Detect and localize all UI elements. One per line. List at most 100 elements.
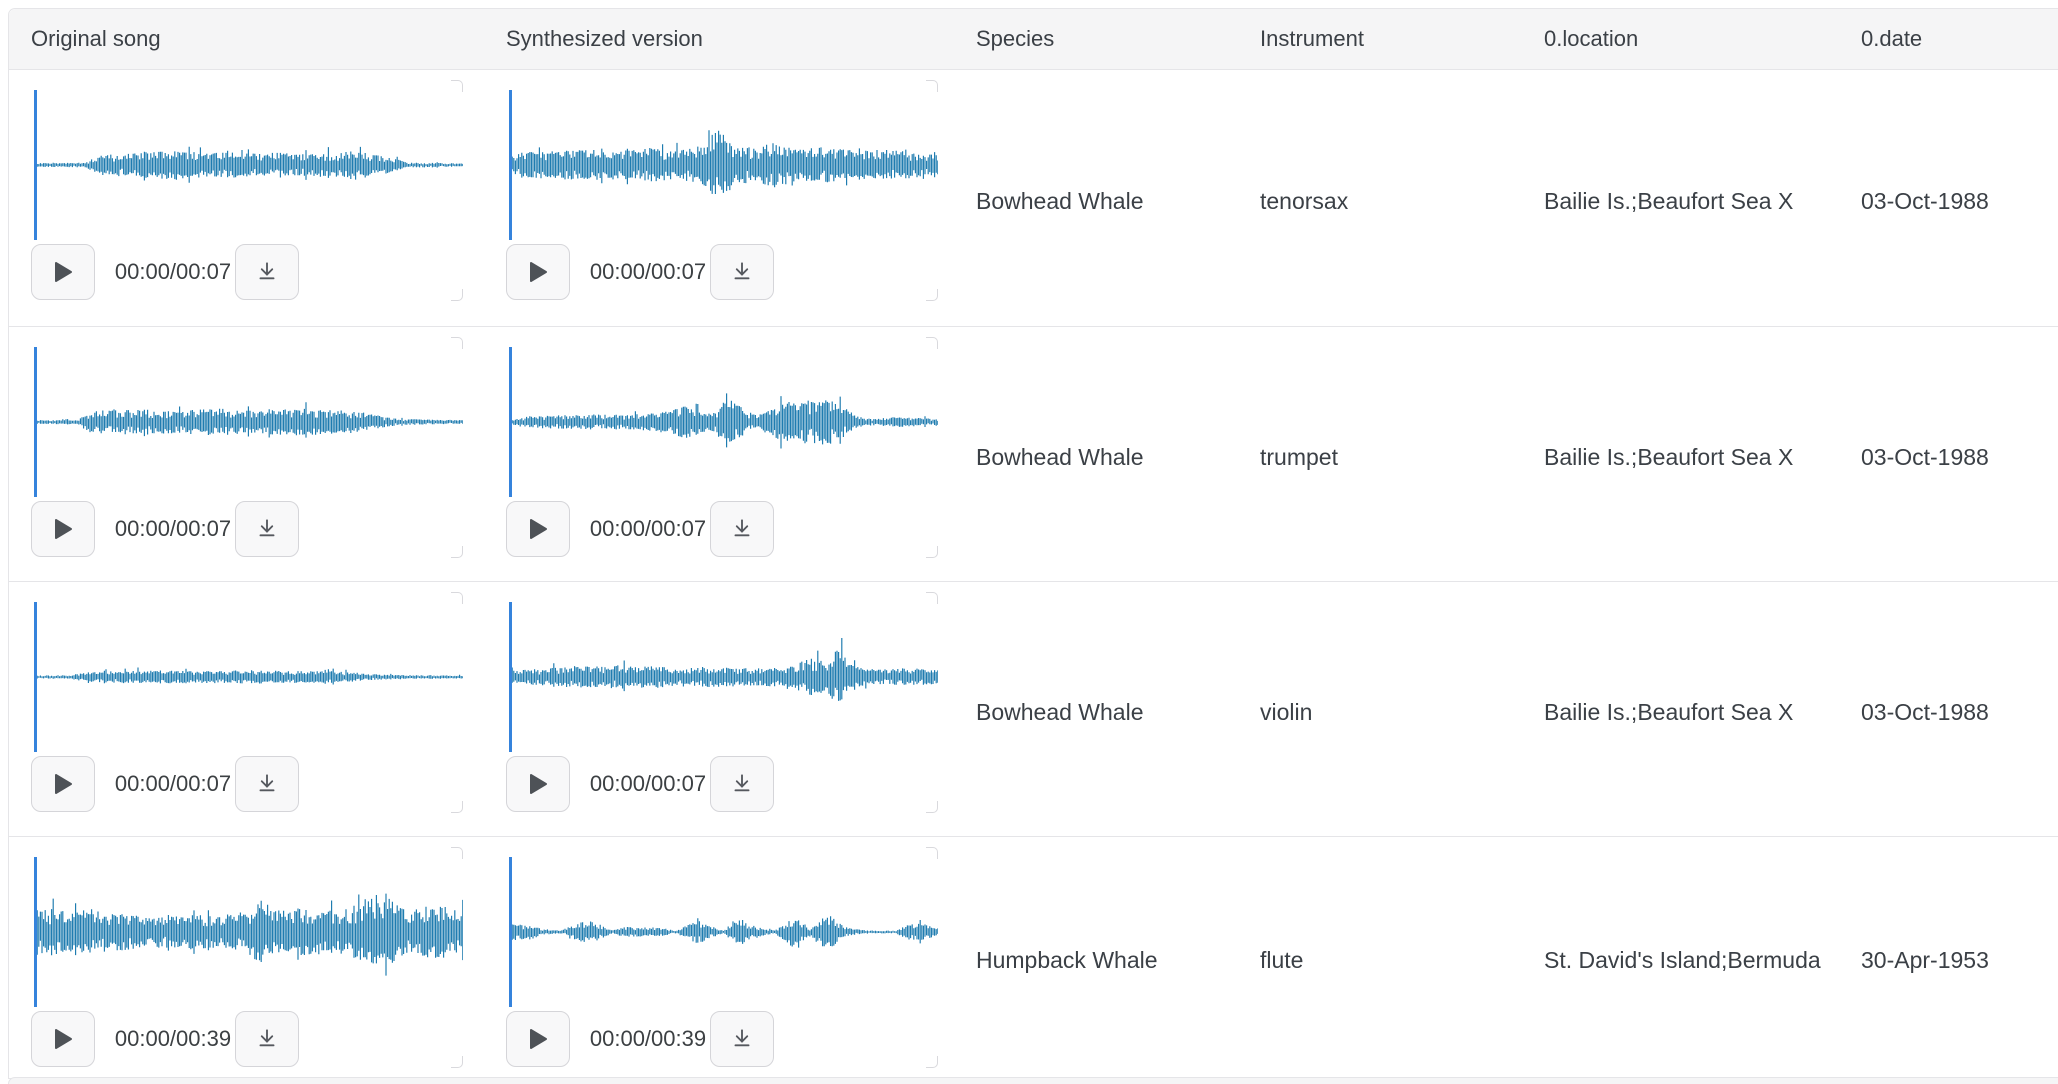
synthesized-audio-player: 00:00/00:39 [506, 847, 938, 1068]
play-button[interactable] [506, 756, 570, 812]
table-row: 00:00/00:07 [9, 70, 2058, 327]
original-song-cell: 00:00/00:07 [9, 327, 484, 581]
column-header-synthesized-version: Synthesized version [506, 26, 703, 51]
audio-controls: 00:00/00:07 [506, 501, 938, 557]
download-button[interactable] [710, 1011, 774, 1067]
playback-cursor[interactable] [34, 857, 37, 1007]
instrument-cell: flute [1260, 947, 1304, 973]
download-icon [259, 1029, 275, 1047]
time-display: 00:00/00:39 [589, 1026, 707, 1051]
waveform [509, 916, 938, 948]
play-button[interactable] [31, 1011, 95, 1067]
synthesized-version-cell: 00:00/00:39 [484, 837, 959, 1078]
download-button[interactable] [710, 756, 774, 812]
location-cell: Bailie Is.;Beaufort Sea X [1544, 443, 1794, 470]
audio-controls: 00:00/00:07 [506, 756, 938, 812]
species-cell: Bowhead Whale [976, 187, 1144, 214]
location-cell: St. David's Island;Bermuda [1544, 947, 1821, 973]
play-button[interactable] [31, 756, 95, 812]
table-body: 00:00/00:07 [9, 70, 2058, 1079]
download-icon [259, 774, 275, 792]
table-row: 00:00/00:07 [9, 582, 2058, 837]
download-icon [734, 774, 750, 792]
waveform-container[interactable] [509, 857, 938, 1007]
audio-controls: 00:00/00:07 [31, 244, 463, 300]
waveform-container[interactable] [34, 602, 463, 752]
play-icon [55, 519, 72, 539]
date-cell: 03-Oct-1988 [1861, 187, 1989, 214]
waveform-container[interactable] [34, 857, 463, 1007]
download-button[interactable] [235, 501, 299, 557]
play-button[interactable] [506, 244, 570, 300]
date-cell: 30-Apr-1953 [1861, 947, 1989, 973]
download-icon [734, 262, 750, 280]
audio-controls: 00:00/00:07 [506, 244, 938, 300]
audio-controls: 00:00/00:39 [31, 1011, 463, 1067]
play-icon [530, 1029, 547, 1049]
playback-cursor[interactable] [34, 90, 37, 240]
download-button[interactable] [235, 756, 299, 812]
synthesized-audio-player: 00:00/00:07 [506, 80, 938, 301]
waveform [34, 893, 463, 976]
download-button[interactable] [710, 244, 774, 300]
download-icon [734, 1029, 750, 1047]
instrument-cell: tenorsax [1260, 187, 1349, 214]
play-icon [55, 774, 72, 794]
instrument-cell: violin [1260, 698, 1313, 725]
instrument-cell: trumpet [1260, 443, 1338, 470]
species-cell: Bowhead Whale [976, 698, 1144, 725]
synthesized-version-cell: 00:00/00:07 [484, 582, 959, 836]
download-icon [259, 519, 275, 537]
column-header-date: 0.date [1861, 26, 1923, 51]
waveform [34, 667, 463, 685]
time-display: 00:00/00:07 [114, 516, 232, 541]
waveform-container[interactable] [34, 347, 463, 497]
time-display: 00:00/00:07 [589, 771, 707, 796]
original-audio-player: 00:00/00:07 [31, 80, 463, 301]
table-row: 00:00/00:39 [9, 837, 2058, 1079]
playback-cursor[interactable] [509, 347, 512, 497]
download-button[interactable] [710, 501, 774, 557]
download-button[interactable] [235, 1011, 299, 1067]
column-header-species: Species [976, 26, 1055, 51]
column-header-location: 0.location [1544, 26, 1639, 51]
table-row: 00:00/00:07 [9, 327, 2058, 582]
play-button[interactable] [31, 501, 95, 557]
playback-cursor[interactable] [34, 347, 37, 497]
download-icon [259, 262, 275, 280]
play-icon [55, 1029, 72, 1049]
download-icon [734, 519, 750, 537]
original-audio-player: 00:00/00:07 [31, 592, 463, 813]
audio-controls: 00:00/00:39 [506, 1011, 938, 1067]
playback-cursor[interactable] [509, 90, 512, 240]
waveform-container[interactable] [509, 602, 938, 752]
waveform [34, 402, 463, 438]
time-display: 00:00/00:07 [589, 259, 707, 284]
table-header-row: Original song Synthesized version Specie… [9, 9, 2058, 70]
time-display: 00:00/00:07 [114, 771, 232, 796]
original-song-cell: 00:00/00:07 [9, 70, 484, 326]
playback-cursor[interactable] [509, 857, 512, 1007]
synthesized-version-cell: 00:00/00:07 [484, 327, 959, 581]
play-button[interactable] [31, 244, 95, 300]
time-display: 00:00/00:39 [114, 1026, 232, 1051]
original-audio-player: 00:00/00:07 [31, 337, 463, 558]
date-cell: 03-Oct-1988 [1861, 698, 1989, 725]
synthesized-audio-player: 00:00/00:07 [506, 592, 938, 813]
play-button[interactable] [506, 1011, 570, 1067]
waveform-container[interactable] [34, 90, 463, 240]
original-song-cell: 00:00/00:07 [9, 582, 484, 836]
waveform [34, 146, 463, 183]
play-button[interactable] [506, 501, 570, 557]
download-button[interactable] [235, 244, 299, 300]
playback-cursor[interactable] [509, 602, 512, 752]
playback-cursor[interactable] [34, 602, 37, 752]
original-song-cell: 00:00/00:39 [9, 837, 484, 1078]
date-cell: 03-Oct-1988 [1861, 443, 1989, 470]
waveform-container[interactable] [509, 90, 938, 240]
waveform [509, 393, 938, 449]
column-header-instrument: Instrument [1260, 26, 1364, 51]
waveform-container[interactable] [509, 347, 938, 497]
time-display: 00:00/00:07 [114, 259, 232, 284]
